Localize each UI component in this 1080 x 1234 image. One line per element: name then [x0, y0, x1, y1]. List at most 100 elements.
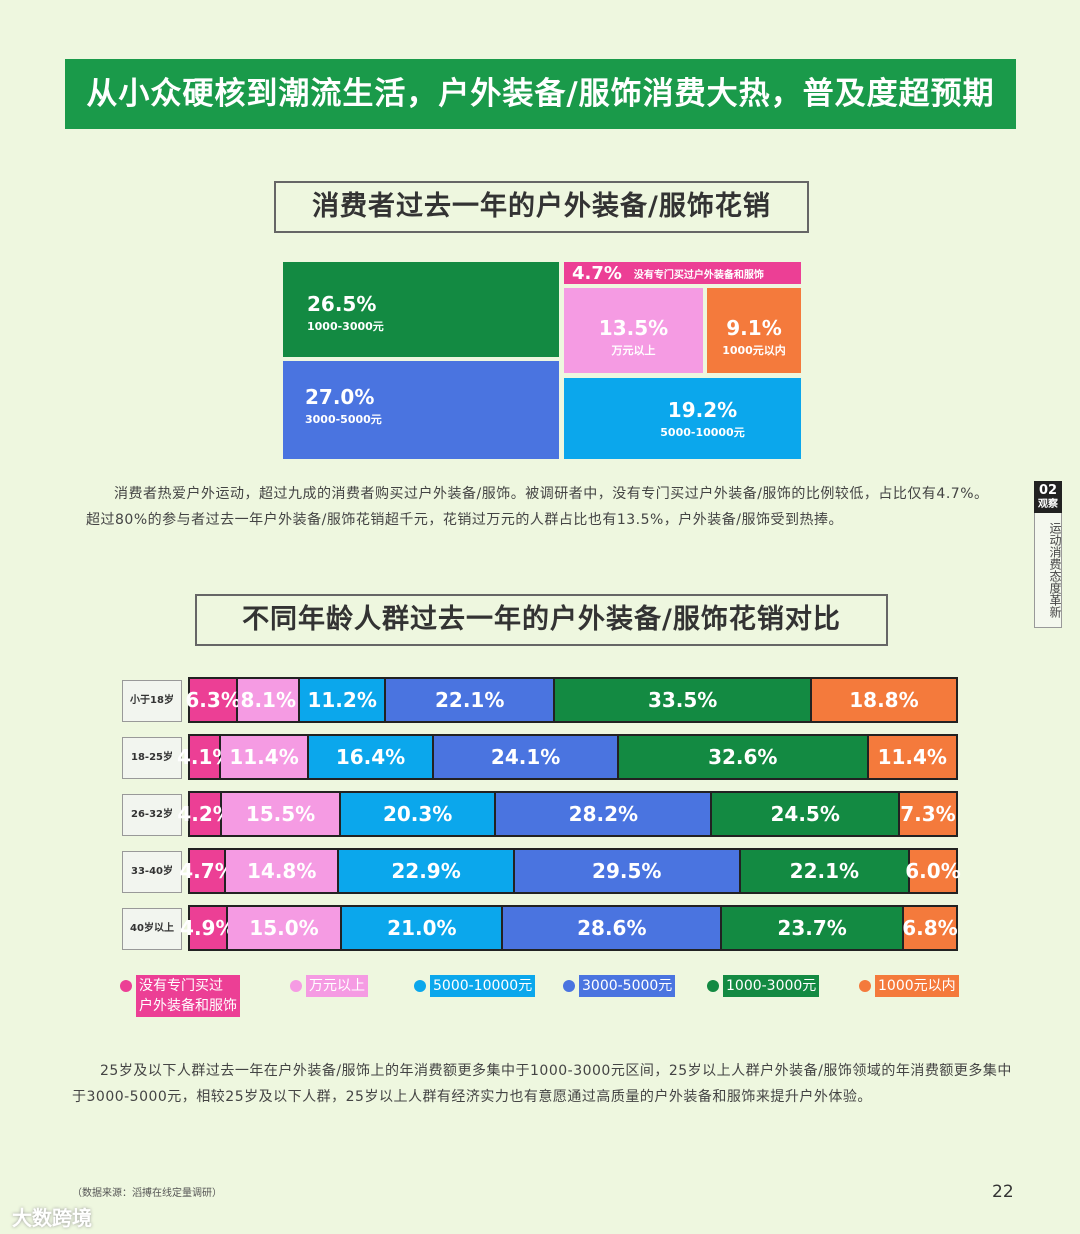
bar-value-label: 22.9%: [391, 859, 461, 883]
legend-label: 1000-3000元: [723, 975, 820, 997]
bar-segment: 21.0%: [342, 907, 504, 949]
bar-value-label: 18.8%: [849, 688, 919, 712]
stacked-bar-row: 4.7% 14.8% 22.9% 29.5% 22.1% 6.0%: [179, 848, 961, 894]
bar-segment: 11.2%: [300, 679, 387, 721]
bar-segment: 33.5%: [555, 679, 812, 721]
bar-segment: 15.0%: [227, 907, 343, 949]
treemap-value: 27.0%: [305, 385, 375, 409]
legend-swatch: [120, 980, 132, 992]
legend-swatch: [290, 980, 302, 992]
bar-segment: 8.1%: [238, 679, 301, 721]
bar-value-label: 28.2%: [568, 802, 639, 826]
bar-segment: 4.1%: [177, 736, 232, 778]
bar-value-label: 7.3%: [900, 802, 956, 826]
legend-label-line2: 户外装备和服饰: [139, 998, 237, 1014]
bar-value-label: 4.1%: [176, 745, 233, 769]
bar-segment: 4.2%: [177, 793, 233, 835]
treemap-value: 26.5%: [307, 292, 377, 316]
treemap-label: 没有专门买过户外装备和服饰: [633, 269, 764, 281]
treemap-cell-1000-3000: 26.5% 1000-3000元: [283, 262, 559, 357]
bar-segment: 14.8%: [226, 850, 340, 892]
legend-label: 3000-5000元: [579, 975, 676, 997]
bar-segment: 28.2%: [496, 793, 713, 835]
bar-segment: 22.9%: [339, 850, 515, 892]
bar-segment: 6.8%: [902, 907, 958, 949]
bar-row-label: 18-25岁: [122, 737, 182, 779]
bar-segment: 11.4%: [221, 736, 309, 778]
legend-item-5000-10000: 5000-10000元: [414, 975, 536, 997]
treemap-cell-under1000: 9.1% 1000元以内: [707, 288, 801, 373]
legend-item-1000-3000: 1000-3000元: [707, 975, 820, 997]
legend-label-line1: 没有专门买过: [139, 978, 223, 994]
bar-value-label: 15.5%: [245, 802, 316, 826]
bar-segment: 24.1%: [434, 736, 619, 778]
bar-value-label: 4.7%: [179, 859, 235, 883]
bar-segment: 29.5%: [514, 850, 741, 892]
treemap-label: 3000-5000元: [305, 413, 382, 426]
bar-segment: 6.0%: [905, 850, 961, 892]
bar-segment: 6.3%: [185, 679, 241, 721]
treemap-value: 9.1%: [726, 316, 782, 340]
bar-value-label: 11.4%: [229, 745, 299, 769]
paragraph-age-summary: 25岁及以下人群过去一年在户外装备/服饰上的年消费额更多集中于1000-3000…: [72, 1063, 1012, 1105]
treemap-label: 1000元以内: [722, 344, 786, 357]
legend-swatch: [414, 980, 426, 992]
paragraph-treemap-summary: 消费者热爱户外运动，超过九成的消费者购买过户外装备/服饰。被调研者中，没有专门买…: [86, 486, 989, 528]
stacked-bar-row: 4.1% 11.4% 16.4% 24.1% 32.6% 11.4%: [177, 734, 958, 780]
bar-value-label: 4.2%: [177, 802, 233, 826]
stacked-bar-title: 不同年龄人群过去一年的户外装备/服饰花销对比: [195, 594, 888, 646]
legend-label: 5000-10000元: [430, 975, 536, 997]
watermark: 大数跨境: [12, 1206, 92, 1230]
chapter-label: 运动消费态度革新: [1034, 513, 1062, 628]
bar-row-label: 40岁以上: [122, 908, 182, 950]
legend-item-3000-5000: 3000-5000元: [563, 975, 676, 997]
bar-segment: 7.3%: [900, 793, 956, 835]
treemap-cell-5000-10000: 19.2% 5000-10000元: [564, 378, 801, 459]
bar-segment: 22.1%: [386, 679, 556, 721]
bar-value-label: 23.7%: [777, 916, 847, 940]
bar-row-label: 33-40岁: [122, 851, 182, 893]
stacked-bar-row: 6.3% 8.1% 11.2% 22.1% 33.5% 18.8%: [185, 677, 958, 723]
treemap-title: 消费者过去一年的户外装备/服饰花销: [274, 181, 809, 233]
bar-segment: 23.7%: [722, 907, 904, 949]
page-banner-title: 从小众硬核到潮流生活，户外装备/服饰消费大热，普及度超预期: [65, 59, 1016, 129]
bar-value-label: 14.8%: [246, 859, 317, 883]
bar-segment: 18.8%: [811, 679, 956, 721]
treemap-value: 4.7%: [572, 262, 622, 284]
legend-item-over10000: 万元以上: [290, 975, 368, 997]
bar-segment: 15.5%: [222, 793, 341, 835]
chapter-number-text: 02: [1038, 483, 1058, 498]
bar-segment: 20.3%: [340, 793, 497, 835]
bar-value-label: 6.8%: [902, 916, 958, 940]
treemap-value: 19.2%: [667, 398, 738, 422]
bar-segment: 16.4%: [308, 736, 435, 778]
stacked-bar-row: 4.2% 15.5% 20.3% 28.2% 24.5% 7.3%: [177, 791, 958, 837]
bar-value-label: 6.3%: [185, 688, 241, 712]
legend-label: 1000元以内: [875, 975, 959, 997]
chapter-side-tab: 02 观察 运动消费态度革新: [1034, 481, 1062, 628]
bar-value-label: 22.1%: [435, 688, 505, 712]
bar-value-label: 8.1%: [240, 688, 296, 712]
bar-value-label: 29.5%: [592, 859, 662, 883]
treemap-value: 13.5%: [598, 316, 669, 340]
bar-segment: 22.1%: [740, 850, 911, 892]
bar-value-label: 6.0%: [905, 859, 961, 883]
bar-value-label: 11.4%: [877, 745, 947, 769]
bar-segment: 11.4%: [868, 736, 956, 778]
legend-swatch: [563, 980, 575, 992]
legend-label: 没有专门买过 户外装备和服饰: [136, 975, 240, 1017]
bar-segment: 28.6%: [503, 907, 723, 949]
stacked-bar-row: 4.9% 15.0% 21.0% 28.6% 23.7% 6.8%: [180, 905, 958, 951]
bar-value-label: 33.5%: [647, 688, 718, 712]
treemap-label: 1000-3000元: [307, 320, 384, 333]
bar-value-label: 22.1%: [789, 859, 860, 883]
treemap-label: 5000-10000元: [660, 426, 745, 439]
legend-item-none: 没有专门买过 户外装备和服饰: [120, 975, 240, 1017]
bar-value-label: 24.5%: [770, 802, 840, 826]
chapter-number: 02 观察: [1034, 481, 1062, 513]
treemap-label: 万元以上: [611, 344, 656, 357]
bar-value-label: 16.4%: [335, 745, 406, 769]
legend-swatch: [707, 980, 719, 992]
treemap-cell-over10000: 13.5% 万元以上: [564, 288, 703, 373]
data-source-note: （数据来源：滔搏在线定量调研）: [72, 1188, 222, 1199]
